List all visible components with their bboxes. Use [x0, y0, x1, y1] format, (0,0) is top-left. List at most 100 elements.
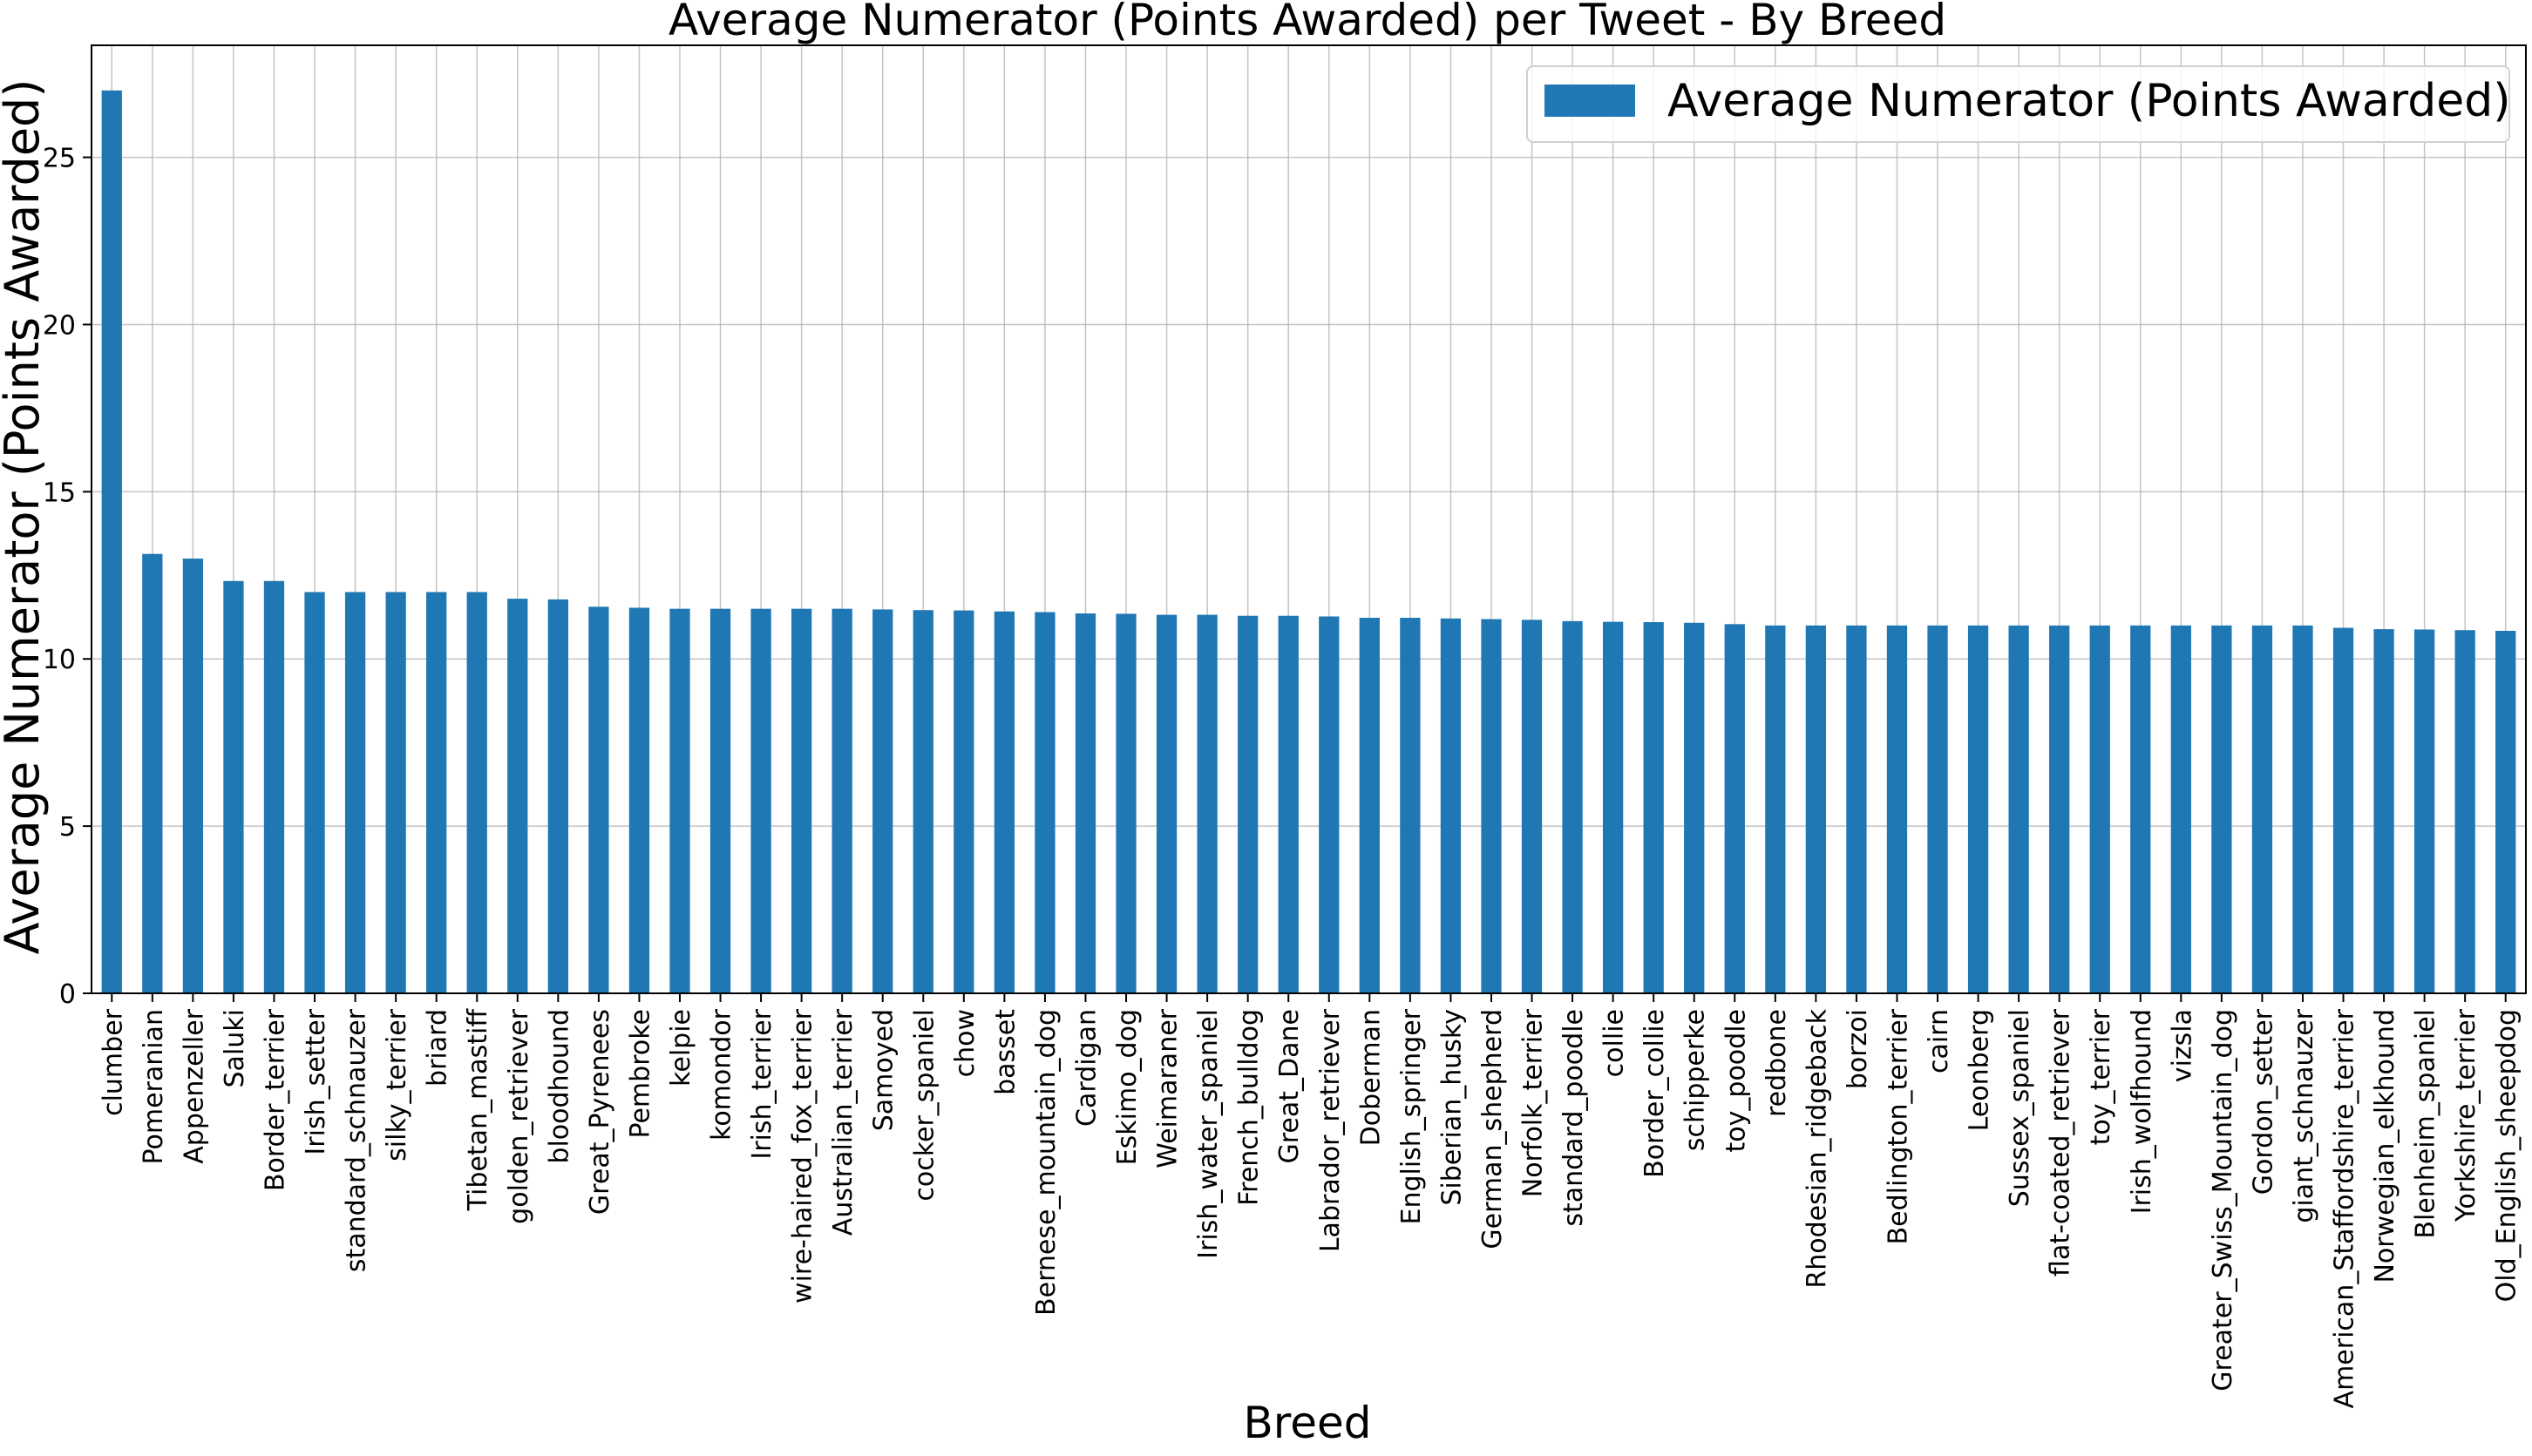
x-tick-label: Sussex_spaniel	[2005, 1009, 2035, 1207]
bar	[588, 606, 609, 993]
x-tick-label: Doberman	[1355, 1009, 1386, 1146]
x-tick-label: cairn	[1924, 1009, 1954, 1073]
x-tick-label: Irish_setter	[301, 1008, 331, 1155]
legend-frame	[1526, 65, 2510, 143]
legend-label: Average Numerator (Points Awarded)	[1667, 75, 2511, 127]
bar	[2454, 630, 2475, 993]
x-tick-label: toy_terrier	[2086, 1008, 2116, 1145]
bar	[832, 608, 852, 993]
bar	[1684, 622, 1705, 993]
x-tick-label: Great_Pyrenees	[585, 1009, 615, 1215]
bar	[344, 592, 366, 993]
x-tick-label: collie	[1599, 1009, 1630, 1077]
bar	[791, 608, 812, 993]
bar	[304, 592, 325, 993]
y-axis-ticks: 0 5 10 15 20 25	[43, 144, 92, 1010]
bar	[466, 592, 487, 993]
bar	[1440, 618, 1462, 993]
bar	[1156, 614, 1178, 993]
y-tick-label: 10	[43, 645, 76, 675]
bar	[1035, 612, 1056, 993]
x-tick-label: Appenzeller	[179, 1008, 209, 1163]
x-tick-label: borzoi	[1843, 1009, 1873, 1089]
bar	[385, 592, 406, 993]
x-tick-label: Greater_Swiss_Mountain_dog	[2208, 1009, 2238, 1392]
bar	[2373, 629, 2394, 993]
bar	[954, 610, 974, 993]
bar	[1359, 618, 1380, 993]
x-tick-label: Siberian_husky	[1436, 1009, 1467, 1206]
x-tick-label: Pembroke	[625, 1009, 655, 1139]
x-tick-label: American_Staffordshire_terrier	[2330, 1008, 2360, 1408]
x-tick-label: Rhodesian_ridgeback	[1802, 1008, 1832, 1288]
bar	[1724, 624, 1745, 993]
x-axis-label: Breed	[1243, 1398, 1371, 1448]
bar	[1197, 614, 1218, 993]
x-tick-label: flat-coated_retriever	[2046, 1008, 2076, 1277]
x-tick-label: Gordon_setter	[2248, 1008, 2278, 1195]
bar	[426, 592, 447, 993]
legend: Average Numerator (Points Awarded)	[1526, 65, 2511, 143]
x-tick-label: wire-haired_fox_terrier	[788, 1008, 818, 1304]
bar	[1075, 613, 1096, 993]
bar	[1643, 622, 1664, 993]
bar	[1319, 616, 1340, 993]
x-tick-label: Norwegian_elkhound	[2370, 1009, 2400, 1283]
x-tick-label: bloodhound	[544, 1009, 574, 1164]
bar	[2089, 625, 2110, 993]
x-tick-label: Irish_terrier	[747, 1008, 777, 1159]
bar	[750, 608, 771, 993]
x-tick-label: giant_schnauzer	[2289, 1008, 2319, 1222]
x-tick-label: Bernese_mountain_dog	[1031, 1009, 1062, 1316]
x-tick-label: standard_schnauzer	[342, 1008, 372, 1272]
x-tick-label: Border_collie	[1639, 1009, 1670, 1178]
bar	[1278, 615, 1299, 993]
x-tick-label: komondor	[707, 1008, 737, 1141]
x-tick-label: Blenheim_spaniel	[2411, 1009, 2441, 1239]
y-tick-label: 15	[43, 477, 76, 508]
x-tick-label: kelpie	[666, 1009, 696, 1087]
x-tick-label: Bedlington_terrier	[1883, 1008, 1913, 1244]
x-tick-label: Norfolk_terrier	[1518, 1008, 1549, 1197]
bar	[709, 608, 731, 993]
bar	[1765, 625, 1786, 993]
x-tick-label: golden_retriever	[504, 1008, 534, 1223]
bar	[2049, 625, 2070, 993]
x-tick-label: Yorkshire_terrier	[2451, 1008, 2481, 1222]
x-tick-label: briard	[423, 1009, 453, 1087]
x-tick-label: Border_terrier	[260, 1008, 290, 1191]
bar-series	[101, 90, 2516, 993]
bar	[2413, 629, 2435, 993]
y-tick-label: 5	[59, 812, 76, 843]
bar	[2332, 627, 2354, 993]
x-tick-label: English_springer	[1396, 1008, 1427, 1224]
bar	[1886, 625, 1908, 993]
bar	[1238, 615, 1259, 993]
bar	[1481, 619, 1502, 993]
bar	[2211, 625, 2232, 993]
bar	[547, 599, 568, 993]
x-tick-label: Leonberg	[1965, 1009, 1995, 1131]
x-tick-label: Old_English_sheepdog	[2492, 1009, 2522, 1302]
x-tick-label: Tibetan_mastiff	[463, 1008, 493, 1212]
bar	[1400, 618, 1421, 993]
bar	[2292, 625, 2313, 993]
x-tick-label: Great_Dane	[1274, 1009, 1305, 1163]
x-tick-label: standard_poodle	[1558, 1009, 1589, 1227]
bar	[2008, 625, 2029, 993]
x-tick-label: Irish_water_spaniel	[1193, 1009, 1224, 1259]
x-tick-label: silky_terrier	[382, 1008, 412, 1161]
y-tick-label: 20	[43, 310, 76, 341]
bar	[2170, 625, 2191, 993]
axes	[91, 44, 2527, 994]
x-tick-label: Cardigan	[1071, 1009, 1102, 1127]
bar	[1562, 620, 1583, 993]
bar	[101, 90, 122, 993]
x-tick-label: Samoyed	[869, 1009, 899, 1131]
bar	[1602, 621, 1624, 993]
bar	[263, 580, 285, 993]
bar	[1521, 620, 1543, 993]
